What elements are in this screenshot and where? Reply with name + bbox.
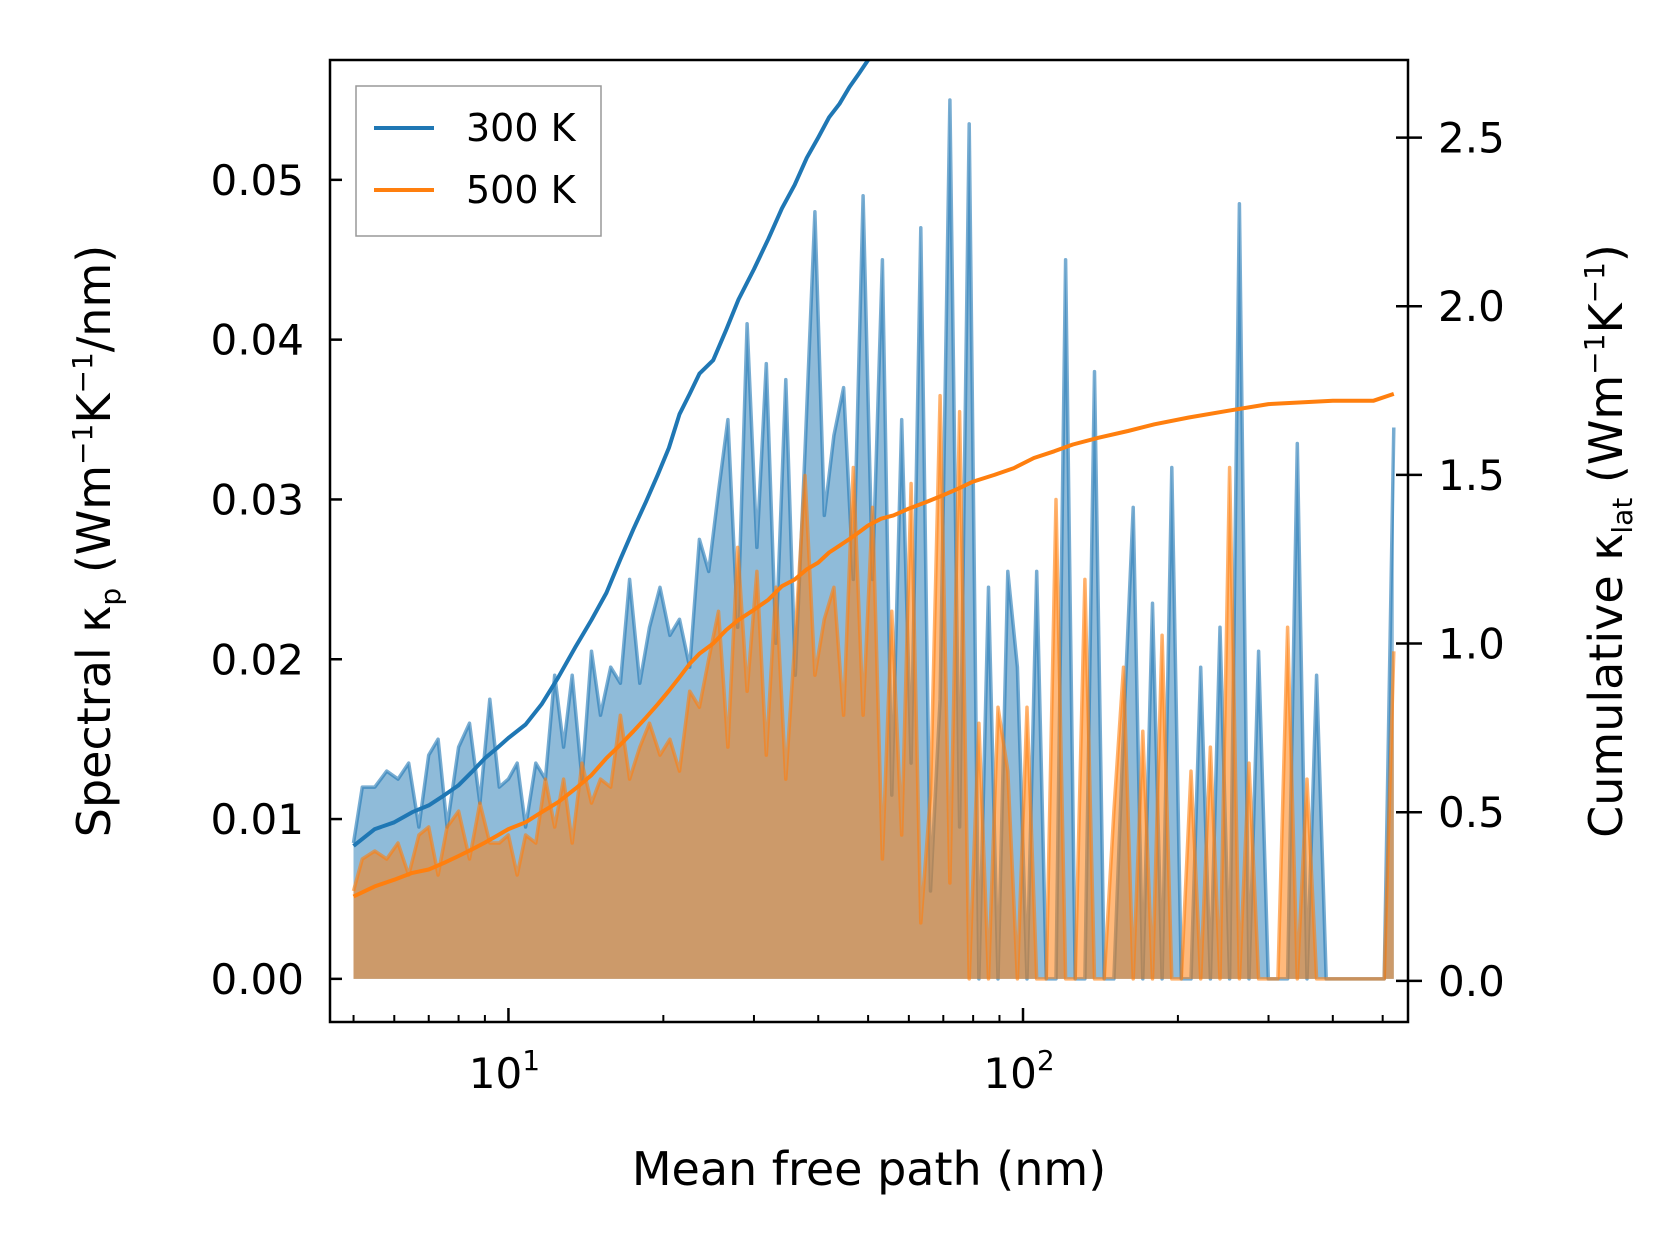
y-tick-label: 0.05 [210,156,304,205]
cumulative-line-500K [352,392,1395,899]
y2-tick-label: 1.5 [1438,451,1505,500]
legend-label: 300 K [466,106,577,150]
axes-layer: 0.00 0.01 0.02 0.03 0.04 0.05 0.0 0.5 1.0 1.5 2.0 2… [66,58,1639,1196]
legend-label: 500 K [466,168,577,212]
plot-area [351,60,1396,981]
x-axis-title: Mean free path (nm) [632,1142,1106,1196]
spectral-line-300K [351,98,1396,981]
x-tick-label: 101 [469,1044,540,1098]
legend-frame [355,85,602,237]
y2-tick-label: 1.0 [1438,620,1505,669]
y-tick-label: 0.02 [210,635,304,684]
y2-tick-label: 0.5 [1438,788,1505,837]
y-tick-label: 0.03 [210,475,304,524]
y2-tick-label: 0.0 [1438,957,1505,1006]
y2-axis-title: Cumulative κlat (Wm−1K−1) [1578,244,1639,838]
y2-tick-label: 2.0 [1438,282,1505,331]
legend: 300 K 500 K [355,85,602,237]
y-tick-label: 0.04 [210,316,304,365]
spectral-line-500K [351,393,1396,981]
x-tick-label: 102 [983,1044,1054,1098]
y-axis-title: Spectral κp (Wm−1K−1/nm) [66,245,127,837]
y2-tick-label: 2.5 [1438,114,1505,163]
series-layer [351,60,1396,981]
spectral-fill-500K [353,395,1394,979]
y-tick-label: 0.00 [210,955,304,1004]
y-tick-label: 0.01 [210,795,304,844]
cumulative-line-300K [352,60,873,848]
